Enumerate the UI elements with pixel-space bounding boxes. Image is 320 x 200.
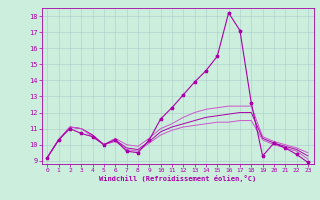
X-axis label: Windchill (Refroidissement éolien,°C): Windchill (Refroidissement éolien,°C)	[99, 175, 256, 182]
